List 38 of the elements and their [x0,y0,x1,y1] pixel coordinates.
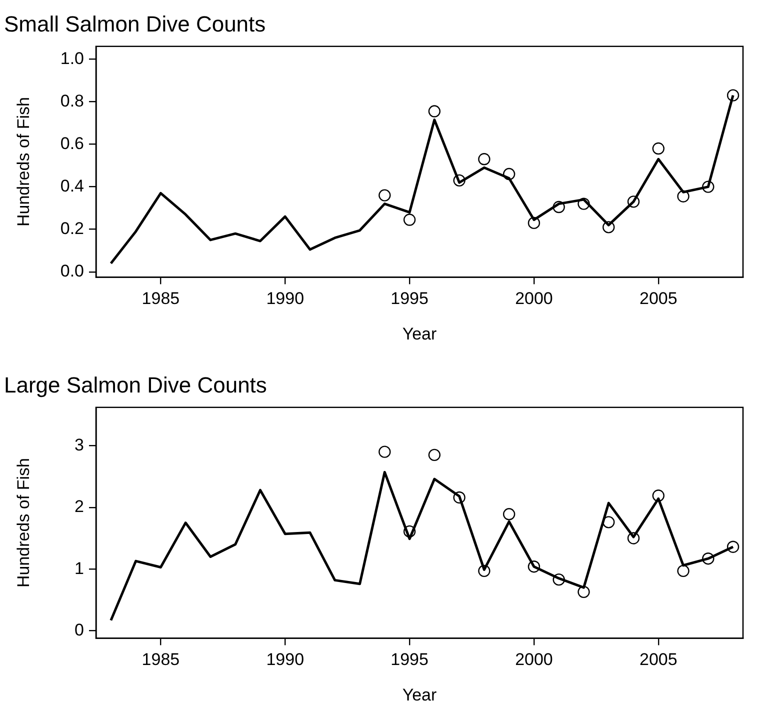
x-tick-label: 2005 [639,650,678,670]
x-tick-label: 1995 [390,650,428,670]
point [428,105,441,118]
point [428,448,441,462]
y-tick-label: 3 [74,435,84,454]
chart-title: Small Salmon Dive Counts [4,11,266,36]
point [578,586,590,598]
y-axis-title: Hundreds of Fish [14,97,33,227]
point [478,153,490,166]
y-tick-label: 0.6 [60,134,84,153]
point [677,564,690,578]
y-tick-label: 2 [74,497,84,516]
x-tick-label: 2000 [515,289,553,308]
x-tick-label: 1995 [390,289,428,308]
x-tick-label: 1990 [266,650,304,670]
y-tick-label: 0.8 [60,91,84,110]
point [378,189,391,202]
y-tick-label: 0.2 [60,219,84,238]
x-tick-label: 1985 [142,650,180,670]
point [378,446,391,458]
x-tick-label: 1985 [142,289,180,308]
x-axis-title: Year [402,324,438,344]
point [403,214,416,226]
y-axis-title: Hundreds of Fish [14,458,33,588]
x-tick-label: 1990 [266,289,304,308]
point [602,516,615,528]
y-tick-label: 1 [74,558,84,578]
x-tick-label: 2000 [515,650,553,670]
point [652,142,664,155]
y-tick-label: 0.4 [60,176,84,196]
y-tick-label: 0 [74,620,84,640]
y-tick-label: 0.0 [60,262,84,281]
point [502,508,516,520]
point [677,190,690,202]
y-tick-label: 1.0 [60,48,84,68]
x-tick-label: 2005 [639,289,678,308]
chart-title: Large Salmon Dive Counts [4,372,267,398]
x-axis-title: Year [402,685,438,704]
